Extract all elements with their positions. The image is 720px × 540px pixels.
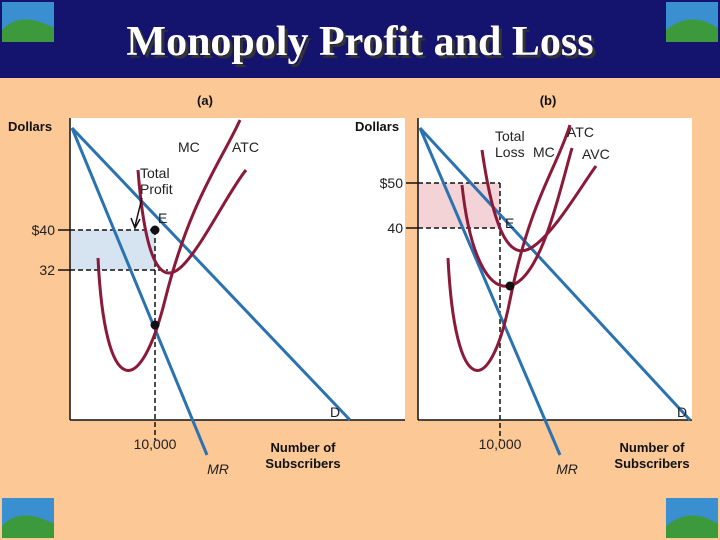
x-axis-label: Subscribers — [265, 456, 340, 471]
mc-label: MC — [178, 139, 200, 155]
area-label: Profit — [140, 181, 173, 197]
atc-label: ATC — [232, 139, 259, 155]
point-label: E — [158, 210, 167, 226]
y-tick-label: $40 — [32, 222, 56, 238]
x-tick-label: 10,000 — [134, 436, 177, 452]
area-label: Total — [495, 128, 525, 144]
title-shadow: Monopoly Profit and Loss — [129, 22, 596, 68]
avc-label: AVC — [582, 146, 610, 162]
panel-label: (b) — [540, 93, 557, 108]
y-axis-label: Dollars — [8, 119, 52, 134]
panel-b: (b) Dollars Total Loss MC ATC AVC E $50 … — [355, 93, 692, 477]
mr-label: MR — [556, 461, 578, 477]
atc-label: ATC — [567, 124, 594, 140]
y-tick-label: 40 — [387, 220, 403, 236]
point-label: E — [505, 215, 514, 231]
mc-label: MC — [533, 144, 555, 160]
x-axis-label: Number of — [271, 440, 337, 455]
area-label: Loss — [495, 144, 525, 160]
y-tick-label: 32 — [39, 262, 55, 278]
x-axis-label: Subscribers — [614, 456, 689, 471]
x-tick-label: 10,000 — [479, 436, 522, 452]
y-tick-label: $50 — [380, 175, 404, 191]
panel-label: (a) — [197, 93, 213, 108]
y-axis-label: Dollars — [355, 119, 399, 134]
mr-label: MR — [207, 461, 229, 477]
x-axis-label: Number of — [620, 440, 686, 455]
title: Monopoly Profit and Loss — [126, 19, 593, 65]
demand-label: D — [330, 404, 340, 420]
area-label: Total — [140, 165, 170, 181]
header-band — [0, 0, 720, 78]
demand-label: D — [677, 404, 687, 420]
panel-a: (a) Dollars MC ATC Total Profit E $40 32… — [8, 93, 405, 477]
